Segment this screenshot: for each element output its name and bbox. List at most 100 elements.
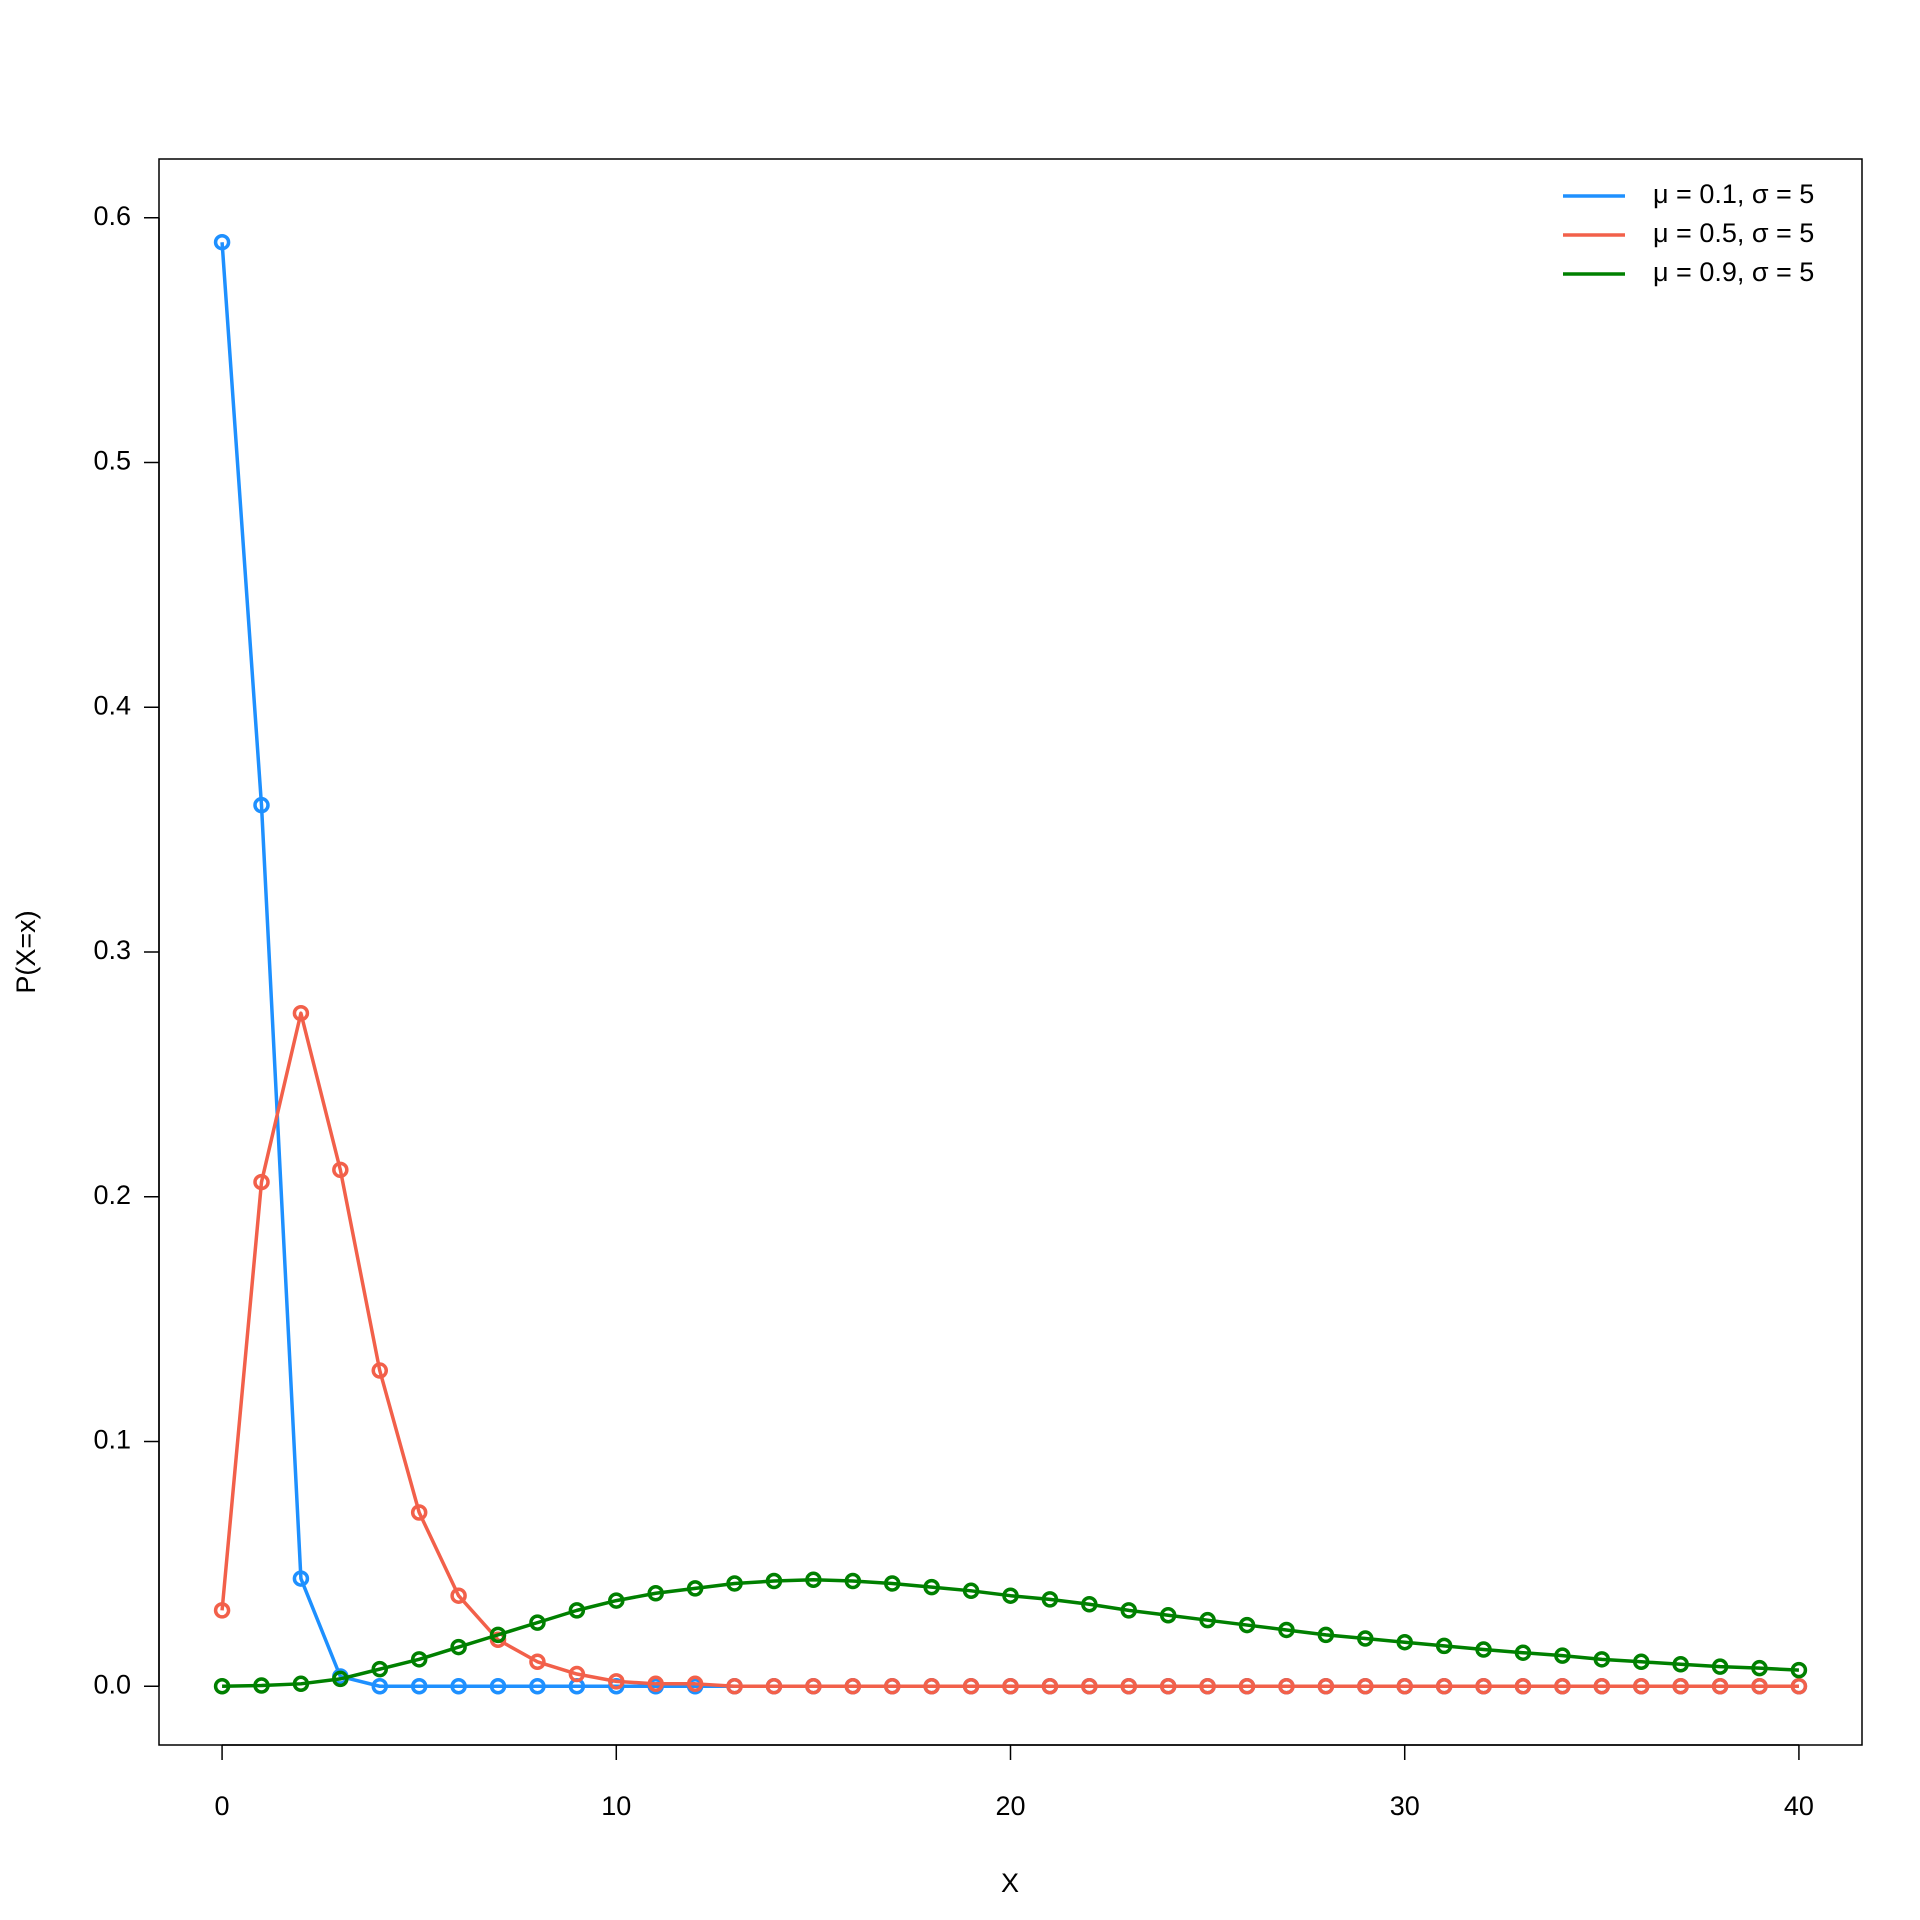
data-point: [292, 1570, 310, 1587]
data-point: [1278, 1678, 1295, 1695]
data-point: [410, 1678, 428, 1695]
data-point: [1317, 1626, 1335, 1644]
data-point: [647, 1585, 664, 1602]
data-point: [450, 1587, 467, 1604]
data-point: [1672, 1655, 1689, 1673]
data-point: [1041, 1591, 1059, 1608]
data-point: [253, 1677, 270, 1694]
data-point: [1238, 1678, 1256, 1695]
data-point: [765, 1572, 783, 1590]
data-point: [686, 1675, 704, 1693]
data-point: [883, 1678, 901, 1695]
data-point: [1751, 1659, 1768, 1677]
x-axis-label: X: [1001, 1868, 1019, 1898]
y-tick-label: 0.0: [93, 1669, 131, 1699]
data-point: [1790, 1678, 1808, 1695]
data-point: [213, 233, 231, 251]
legend-label: μ = 0.1, σ = 5: [1653, 179, 1814, 209]
data-point: [765, 1678, 783, 1695]
data-point: [1790, 1661, 1808, 1679]
data-point: [529, 1678, 546, 1695]
data-point: [1396, 1633, 1413, 1651]
data-point: [450, 1638, 467, 1656]
data-point: [1002, 1678, 1019, 1695]
data-point: [568, 1602, 586, 1619]
data-point: [1554, 1678, 1571, 1695]
data-point: [1159, 1607, 1177, 1624]
data-point: [1672, 1678, 1689, 1695]
data-point: [410, 1504, 428, 1521]
data-point: [1632, 1653, 1650, 1671]
data-point: [1357, 1678, 1374, 1695]
data-point: [1435, 1637, 1453, 1655]
y-axis-label: P(X=x): [11, 910, 41, 993]
data-point: [371, 1660, 389, 1678]
y-tick-label: 0.2: [93, 1180, 131, 1210]
data-point: [1199, 1611, 1216, 1629]
series-line: [220, 1011, 1799, 1689]
data-point: [1475, 1678, 1492, 1695]
data-point: [253, 796, 270, 814]
data-point: [332, 1161, 349, 1179]
data-point: [923, 1678, 940, 1695]
data-point: [529, 1614, 546, 1631]
data-point: [292, 1675, 310, 1693]
x-tick-label: 0: [215, 1791, 230, 1821]
data-point: [1514, 1644, 1532, 1661]
data-point: [1159, 1678, 1177, 1695]
data-point: [1593, 1678, 1611, 1695]
x-tick-label: 40: [1784, 1791, 1814, 1821]
data-point: [489, 1678, 507, 1695]
data-point: [805, 1571, 822, 1589]
data-point: [1081, 1678, 1098, 1695]
data-point: [1632, 1678, 1650, 1695]
data-point: [1317, 1678, 1335, 1695]
data-point: [962, 1678, 980, 1695]
data-point: [450, 1678, 467, 1695]
y-tick-label: 0.6: [93, 201, 131, 231]
data-point: [923, 1578, 940, 1596]
data-point: [608, 1592, 625, 1609]
data-point: [529, 1653, 546, 1671]
data-point: [410, 1651, 428, 1668]
data-point: [292, 1004, 310, 1022]
data-point: [1475, 1641, 1492, 1658]
data-point: [1357, 1630, 1374, 1647]
data-point: [1120, 1602, 1138, 1619]
data-point: [1199, 1678, 1216, 1695]
x-tick-label: 30: [1390, 1791, 1420, 1821]
y-tick-label: 0.4: [93, 690, 131, 720]
data-point: [1081, 1596, 1098, 1613]
data-point: [726, 1575, 743, 1592]
x-tick-label: 20: [995, 1791, 1025, 1821]
y-tick-label: 0.5: [93, 446, 131, 476]
data-point: [1238, 1616, 1256, 1634]
data-point: [686, 1580, 704, 1597]
data-point: [1278, 1621, 1295, 1639]
data-point: [1002, 1587, 1019, 1604]
legend-label: μ = 0.5, σ = 5: [1653, 218, 1814, 248]
data-point: [332, 1670, 349, 1688]
data-point: [844, 1678, 862, 1695]
y-tick-label: 0.1: [93, 1425, 131, 1455]
x-tick-label: 10: [601, 1791, 631, 1821]
data-point: [1435, 1678, 1453, 1695]
data-point: [1554, 1647, 1571, 1664]
data-point: [1041, 1678, 1059, 1695]
data-point: [962, 1582, 980, 1600]
data-point: [371, 1362, 389, 1379]
data-point: [805, 1678, 822, 1695]
data-point: [1751, 1678, 1768, 1695]
data-point: [1120, 1678, 1138, 1695]
data-point: [1711, 1658, 1729, 1675]
legend-label: μ = 0.9, σ = 5: [1653, 257, 1814, 287]
data-point: [883, 1575, 901, 1592]
data-point: [647, 1675, 664, 1693]
data-point: [1514, 1678, 1532, 1695]
data-point: [1593, 1651, 1611, 1668]
data-point: [844, 1572, 862, 1590]
data-point: [568, 1665, 586, 1683]
data-point: [608, 1673, 625, 1690]
